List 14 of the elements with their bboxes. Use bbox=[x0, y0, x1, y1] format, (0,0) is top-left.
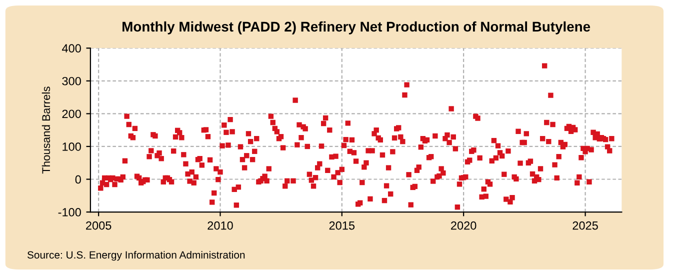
y-tick-label: 0 bbox=[75, 175, 81, 184]
x-tick-label: 2005 bbox=[86, 221, 112, 230]
x-tick-label: 2020 bbox=[451, 221, 476, 230]
chart-title: Monthly Midwest (PADD 2) Refinery Net Production of Normal Butylene bbox=[122, 21, 590, 34]
y-tick-label: 300 bbox=[62, 76, 81, 86]
x-tick-label: 2015 bbox=[329, 221, 355, 230]
y-tick-label: 200 bbox=[62, 110, 81, 118]
y-tick-label: -100 bbox=[58, 208, 81, 216]
x-tick-label: 2010 bbox=[208, 221, 233, 230]
y-tick-label: 100 bbox=[62, 142, 81, 151]
y-tick-label: 400 bbox=[62, 44, 81, 53]
y-axis-title: Thousand Barrels bbox=[42, 86, 50, 174]
x-tick-label: 2025 bbox=[572, 221, 598, 230]
source-note: Source: U.S. Energy Information Administration bbox=[27, 250, 245, 261]
